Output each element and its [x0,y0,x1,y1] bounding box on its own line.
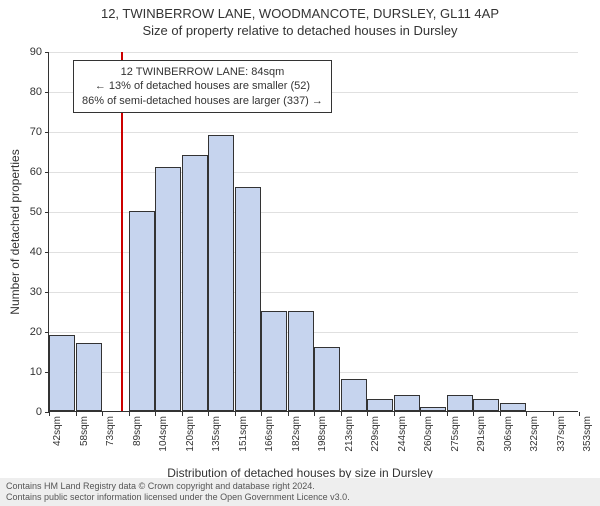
info-box: 12 TWINBERROW LANE: 84sqm← 13% of detach… [73,60,332,113]
info-box-line: ← 13% of detached houses are smaller (52… [82,79,323,93]
info-box-line: 12 TWINBERROW LANE: 84sqm [82,65,323,79]
y-tick-mark [45,132,49,133]
histogram-bar [367,399,393,411]
x-tick-label: 353sqm [582,416,593,452]
x-tick-mark [526,412,527,416]
y-tick-label: 0 [16,406,42,418]
grid-line [49,172,578,173]
x-tick-mark [288,412,289,416]
x-tick-label: 322sqm [529,416,540,452]
x-tick-label: 337sqm [556,416,567,452]
y-tick-label: 90 [16,46,42,58]
x-tick-mark [420,412,421,416]
x-tick-mark [473,412,474,416]
x-tick-label: 182sqm [291,416,302,452]
y-tick-mark [45,212,49,213]
chart-title-sub: Size of property relative to detached ho… [0,23,600,38]
y-tick-mark [45,292,49,293]
y-tick-label: 60 [16,166,42,178]
histogram-bar [76,343,102,411]
histogram-bar [155,167,181,411]
x-tick-mark [182,412,183,416]
x-tick-label: 42sqm [52,416,63,446]
y-tick-label: 40 [16,246,42,258]
histogram-bar [420,407,446,411]
histogram-bar [314,347,340,411]
histogram-bar [235,187,261,411]
info-box-line: 86% of semi-detached houses are larger (… [82,94,323,108]
x-tick-mark [102,412,103,416]
y-tick-mark [45,52,49,53]
x-tick-label: 166sqm [264,416,275,452]
x-tick-label: 213sqm [344,416,355,452]
x-tick-mark [76,412,77,416]
histogram-bar [129,211,155,411]
grid-line [49,52,578,53]
footer-attribution: Contains HM Land Registry data © Crown c… [0,478,600,506]
x-tick-mark [129,412,130,416]
histogram-bar [261,311,287,411]
x-tick-label: 151sqm [238,416,249,452]
x-tick-mark [579,412,580,416]
histogram-bar [288,311,314,411]
x-tick-mark [261,412,262,416]
x-tick-label: 89sqm [132,416,143,446]
x-tick-label: 306sqm [503,416,514,452]
x-tick-label: 260sqm [423,416,434,452]
x-tick-label: 73sqm [105,416,116,446]
histogram-bar [341,379,367,411]
histogram-bar [447,395,473,411]
y-tick-mark [45,92,49,93]
footer-line2: Contains public sector information licen… [6,492,594,503]
x-tick-mark [235,412,236,416]
y-tick-label: 80 [16,86,42,98]
x-tick-label: 58sqm [79,416,90,446]
y-tick-mark [45,252,49,253]
x-tick-label: 291sqm [476,416,487,452]
x-tick-label: 275sqm [450,416,461,452]
x-tick-mark [367,412,368,416]
x-tick-mark [314,412,315,416]
histogram-bar [182,155,208,411]
x-tick-label: 198sqm [317,416,328,452]
histogram-bar [473,399,499,411]
y-tick-label: 20 [16,326,42,338]
y-tick-label: 10 [16,366,42,378]
y-tick-mark [45,332,49,333]
x-tick-mark [500,412,501,416]
y-tick-label: 70 [16,126,42,138]
histogram-bar [394,395,420,411]
histogram-bar [49,335,75,411]
x-tick-label: 135sqm [211,416,222,452]
grid-line [49,132,578,133]
y-tick-label: 30 [16,286,42,298]
chart-area: 42sqm58sqm73sqm89sqm104sqm120sqm135sqm15… [48,52,578,412]
plot-area: 42sqm58sqm73sqm89sqm104sqm120sqm135sqm15… [48,52,578,412]
chart-title-main: 12, TWINBERROW LANE, WOODMANCOTE, DURSLE… [0,6,600,21]
x-tick-mark [208,412,209,416]
x-tick-mark [341,412,342,416]
x-tick-mark [155,412,156,416]
histogram-bar [208,135,234,411]
y-tick-mark [45,172,49,173]
footer-line1: Contains HM Land Registry data © Crown c… [6,481,594,492]
x-tick-label: 229sqm [370,416,381,452]
histogram-bar [500,403,526,411]
x-tick-label: 244sqm [397,416,408,452]
x-tick-mark [553,412,554,416]
x-tick-label: 104sqm [158,416,169,452]
x-tick-mark [49,412,50,416]
x-tick-mark [394,412,395,416]
x-tick-label: 120sqm [185,416,196,452]
y-tick-label: 50 [16,206,42,218]
x-tick-mark [447,412,448,416]
